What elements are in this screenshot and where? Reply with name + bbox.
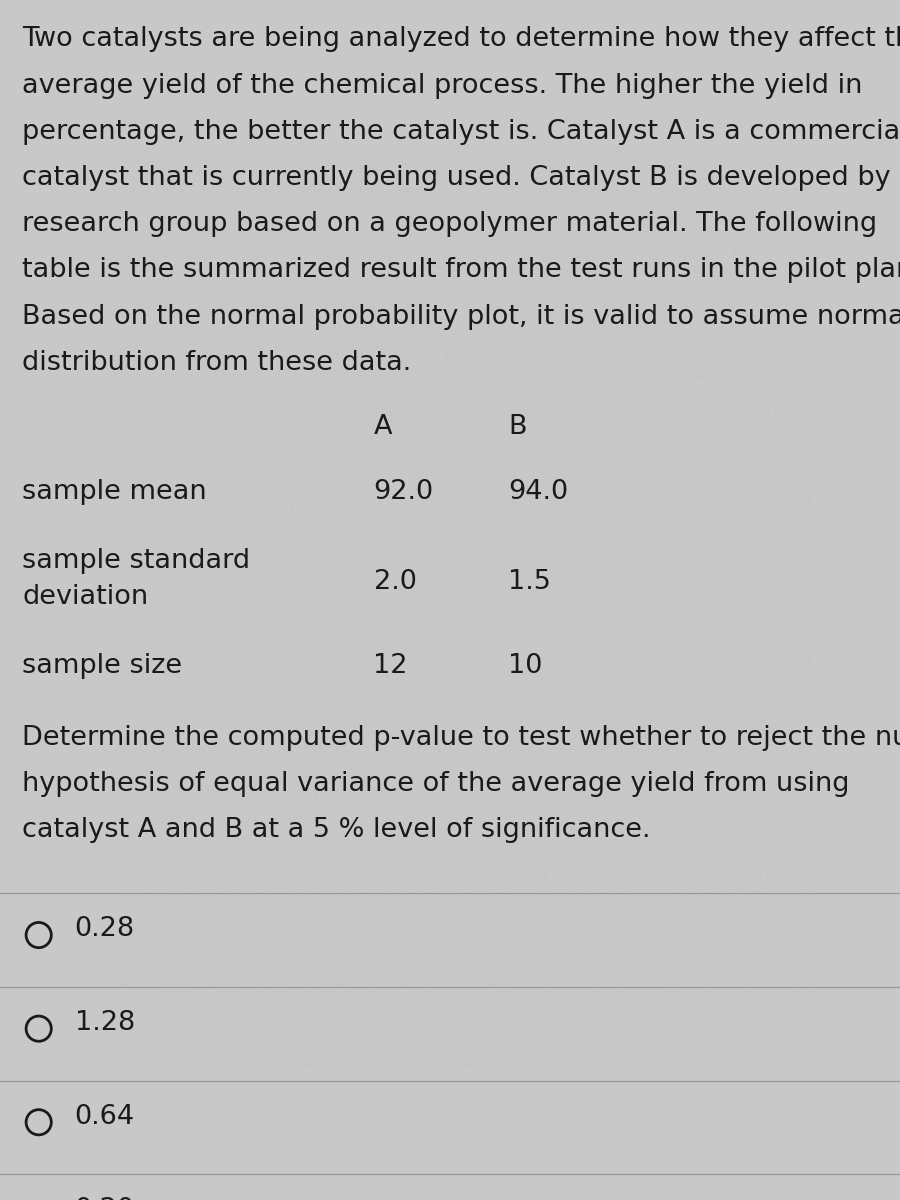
Text: 12: 12 xyxy=(374,653,408,679)
Text: Determine the computed p-value to test whether to reject the null: Determine the computed p-value to test w… xyxy=(22,725,900,751)
Text: deviation: deviation xyxy=(22,584,148,610)
Text: 92.0: 92.0 xyxy=(374,479,434,505)
Text: distribution from these data.: distribution from these data. xyxy=(22,349,412,376)
Text: Based on the normal probability plot, it is valid to assume normal: Based on the normal probability plot, it… xyxy=(22,304,900,330)
Text: B: B xyxy=(508,414,527,440)
Text: catalyst A and B at a 5 % level of significance.: catalyst A and B at a 5 % level of signi… xyxy=(22,817,651,844)
Text: 0.20: 0.20 xyxy=(75,1198,135,1200)
Text: sample standard: sample standard xyxy=(22,548,250,574)
Text: 1.28: 1.28 xyxy=(75,1010,135,1036)
Text: A: A xyxy=(374,414,392,440)
Text: research group based on a geopolymer material. The following: research group based on a geopolymer mat… xyxy=(22,211,878,238)
Text: table is the summarized result from the test runs in the pilot plant.: table is the summarized result from the … xyxy=(22,257,900,283)
Text: average yield of the chemical process. The higher the yield in: average yield of the chemical process. T… xyxy=(22,72,863,98)
Text: sample mean: sample mean xyxy=(22,479,207,505)
Text: catalyst that is currently being used. Catalyst B is developed by our: catalyst that is currently being used. C… xyxy=(22,164,900,191)
Text: 2.0: 2.0 xyxy=(374,569,417,595)
Text: sample size: sample size xyxy=(22,653,183,679)
Text: Two catalysts are being analyzed to determine how they affect the: Two catalysts are being analyzed to dete… xyxy=(22,26,900,53)
Text: 0.28: 0.28 xyxy=(75,917,135,942)
Text: hypothesis of equal variance of the average yield from using: hypothesis of equal variance of the aver… xyxy=(22,772,850,797)
Text: 10: 10 xyxy=(508,653,543,679)
Text: 1.5: 1.5 xyxy=(508,569,552,595)
Text: percentage, the better the catalyst is. Catalyst A is a commercial: percentage, the better the catalyst is. … xyxy=(22,119,900,145)
Text: 0.64: 0.64 xyxy=(75,1104,135,1129)
Text: 94.0: 94.0 xyxy=(508,479,569,505)
